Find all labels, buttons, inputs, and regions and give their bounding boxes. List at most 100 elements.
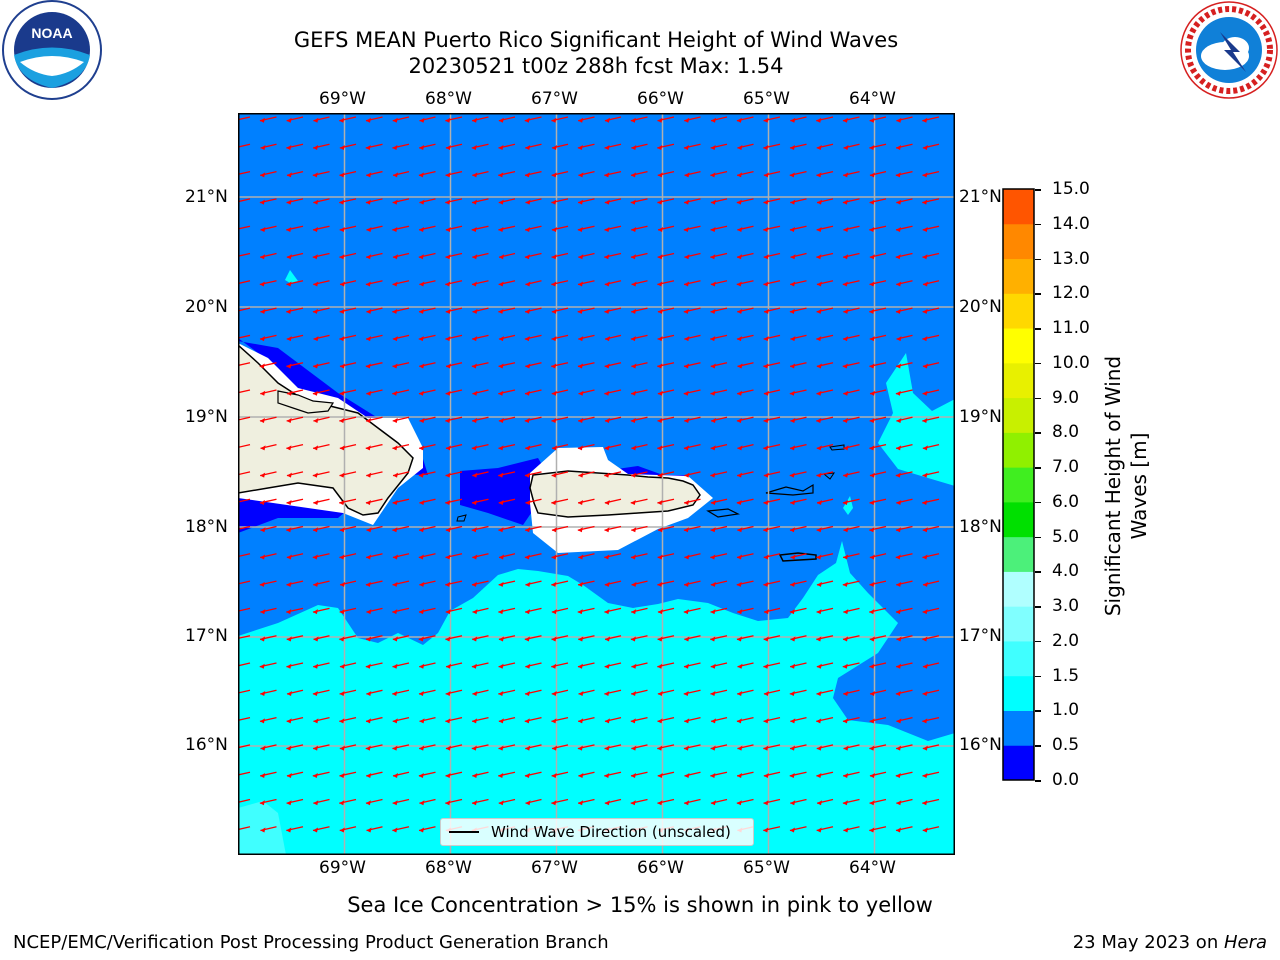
wave-direction-arrowhead — [286, 254, 292, 260]
wave-direction-arrowhead — [498, 281, 504, 287]
wave-direction-arrowhead — [339, 772, 345, 778]
wave-direction-arrowhead — [312, 308, 318, 314]
wave-direction-arrowhead — [816, 745, 822, 751]
colorbar-segment — [1003, 571, 1034, 607]
wave-direction-arrowhead — [816, 718, 822, 724]
wave-direction-arrowhead — [816, 554, 822, 560]
wave-direction-arrowhead — [737, 609, 743, 615]
wave-direction-arrowhead — [816, 636, 822, 642]
wave-direction-arrowhead — [869, 745, 875, 751]
wave-direction-arrowhead — [763, 199, 769, 205]
sea-ice-note: Sea Ice Concentration > 15% is shown in … — [347, 893, 933, 917]
map-legend: Wind Wave Direction (unscaled) — [440, 818, 754, 846]
wave-direction-arrowhead — [790, 336, 796, 342]
wave-direction-arrowhead — [312, 472, 318, 478]
wave-direction-arrowhead — [419, 117, 425, 123]
colorbar — [1002, 188, 1035, 781]
wave-direction-arrowhead — [683, 390, 689, 396]
wave-direction-arrowhead — [922, 390, 928, 396]
wave-direction-arrowhead — [552, 445, 558, 451]
wave-direction-arrowhead — [471, 581, 477, 587]
wave-direction-arrowhead — [498, 527, 504, 533]
wave-direction-arrowhead — [445, 745, 451, 751]
wave-direction-arrowhead — [578, 336, 584, 342]
wave-direction-arrowhead — [604, 472, 610, 478]
wave-direction-arrowhead — [445, 636, 451, 642]
wave-direction-arrowhead — [313, 145, 319, 151]
wave-direction-arrowhead — [657, 581, 663, 587]
ocean-1.0-1.5-east-region — [878, 353, 955, 486]
wave-direction-arrowhead — [445, 472, 451, 478]
wave-direction-arrowhead — [578, 472, 584, 478]
wave-direction-arrowhead — [312, 172, 318, 178]
wave-direction-arrowhead — [657, 772, 663, 778]
wave-direction-arrowhead — [631, 527, 637, 533]
wave-direction-arrowhead — [287, 390, 293, 396]
wave-direction-arrowhead — [525, 499, 531, 505]
wave-direction-arrowhead — [684, 336, 690, 342]
wave-direction-arrowhead — [896, 418, 902, 424]
lon-label-top: 65°W — [743, 89, 790, 109]
wave-direction-arrowhead — [631, 281, 637, 287]
wave-direction-arrowhead — [922, 226, 928, 232]
colorbar-tick-label: 5.0 — [1052, 526, 1080, 547]
colorbar-tick-label: 10.0 — [1052, 352, 1090, 373]
map-frame — [238, 113, 955, 855]
wave-direction-arrowhead — [312, 390, 318, 396]
wave-direction-arrowhead — [736, 117, 742, 123]
wave-direction-arrowhead — [870, 390, 876, 396]
wave-direction-arrowhead — [525, 581, 531, 587]
wave-direction-arrowhead — [869, 827, 875, 833]
wave-direction-arrowhead — [816, 390, 822, 396]
wave-direction-arrowhead — [339, 199, 345, 205]
wave-direction-arrowhead — [737, 663, 743, 669]
wave-direction-arrowhead — [393, 172, 399, 178]
wave-direction-arrowhead — [683, 691, 689, 697]
wave-direction-arrowhead — [498, 609, 504, 615]
wave-direction-arrowhead — [445, 390, 451, 396]
wave-direction-arrowhead — [260, 772, 266, 778]
wave-height-map — [233, 113, 955, 855]
wave-direction-arrowhead — [577, 226, 583, 232]
wave-direction-arrowhead — [445, 336, 451, 342]
wave-direction-arrowhead — [816, 172, 822, 178]
wave-direction-arrowhead — [445, 254, 451, 260]
nws-logo — [1180, 1, 1278, 99]
wave-direction-arrowhead — [393, 772, 399, 778]
wave-direction-arrowhead — [816, 226, 822, 232]
wave-direction-arrowhead — [869, 336, 875, 342]
wave-direction-arrowhead — [816, 663, 822, 669]
wave-direction-arrowhead — [578, 199, 584, 205]
wave-direction-arrowhead — [816, 772, 822, 778]
wave-direction-arrowhead — [790, 718, 796, 724]
wave-direction-arrowhead — [340, 581, 346, 587]
wave-direction-arrowhead — [365, 663, 371, 669]
wave-direction-arrowhead — [737, 691, 743, 697]
wave-direction-arrowhead — [471, 745, 477, 751]
wave-direction-arrowhead — [816, 609, 822, 615]
colorbar-segment — [1003, 467, 1034, 503]
wave-direction-arrowhead — [923, 281, 929, 287]
lat-label-left: 20°N — [185, 297, 228, 317]
wave-direction-arrowhead — [339, 718, 345, 724]
wave-direction-arrowhead — [763, 499, 769, 505]
wave-direction-arrowhead — [604, 418, 610, 424]
wave-direction-arrowhead — [895, 772, 901, 778]
wave-direction-arrowhead — [525, 363, 531, 369]
wave-direction-arrowhead — [551, 390, 557, 396]
wave-direction-arrowhead — [763, 663, 769, 669]
wave-direction-arrowhead — [445, 772, 451, 778]
wave-direction-arrowhead — [842, 117, 848, 123]
wave-direction-arrowhead — [498, 663, 504, 669]
wave-direction-arrowhead — [842, 663, 848, 669]
wave-direction-arrowhead — [658, 226, 664, 232]
wave-direction-arrowhead — [710, 308, 716, 314]
ocean-1.0-1.5-south-region — [238, 541, 955, 855]
lon-label-top: 67°W — [531, 89, 578, 109]
land-anegada — [829, 444, 845, 451]
wave-direction-arrowhead — [896, 363, 902, 369]
wave-direction-arrowhead — [789, 691, 795, 697]
wave-direction-arrowhead — [657, 199, 663, 205]
wave-direction-arrowhead — [577, 745, 583, 751]
wave-direction-arrowhead — [339, 745, 345, 751]
